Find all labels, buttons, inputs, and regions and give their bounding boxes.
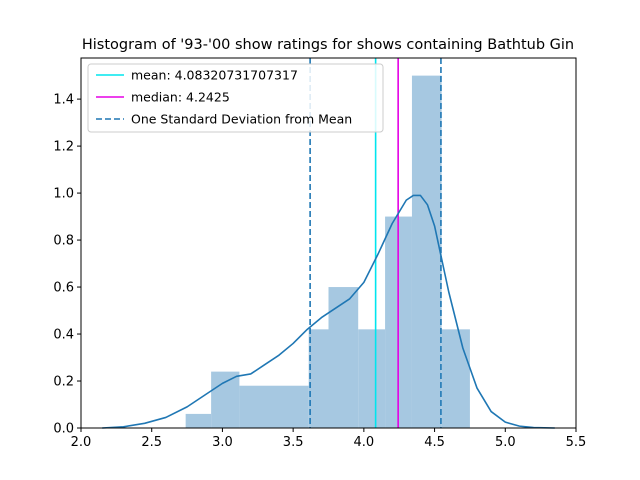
histogram-bar-5 [358, 329, 386, 428]
x-tick-label: 2.0 [71, 435, 92, 450]
histogram-bar-4 [328, 287, 359, 428]
legend-label: median: 4.2425 [131, 90, 230, 105]
y-tick-label: 1.4 [53, 93, 74, 108]
y-tick-label: 0.6 [53, 281, 74, 296]
kde-curve [102, 194, 555, 429]
plot-frame [80, 57, 577, 429]
legend: mean: 4.08320731707317 median: 4.2425 One … [87, 63, 384, 133]
x-tick-label: 3.0 [212, 435, 233, 450]
y-tick-label: 0.4 [53, 328, 74, 343]
y-tick-label: 0.2 [53, 375, 74, 390]
histogram-bar-7 [411, 75, 442, 428]
x-tick-label: 2.5 [141, 435, 162, 450]
y-tick-label: 0.0 [53, 422, 74, 437]
legend-label: One Standard Deviation from Mean [131, 112, 352, 127]
chart-title: Histogram of '93-'00 show ratings for sh… [82, 37, 574, 53]
histogram-bar-0 [185, 413, 212, 428]
x-tick-label: 5.0 [495, 435, 516, 450]
histogram-bar-8 [441, 329, 470, 428]
x-tick-label: 3.5 [283, 435, 304, 450]
y-tick-label: 1.2 [53, 140, 74, 155]
y-tick-label: 1.0 [53, 187, 74, 202]
y-tick-label: 0.8 [53, 234, 74, 249]
x-tick-label: 4.0 [354, 435, 375, 450]
y-axis-ticks: 0.0 0.2 0.4 0.6 0.8 1.0 1.2 1.4 [53, 93, 81, 437]
x-tick-label: 5.5 [566, 435, 587, 450]
x-axis-ticks: 2.0 2.5 3.0 3.5 4.0 4.5 5.0 5.5 [71, 428, 587, 450]
histogram-bar-2 [239, 385, 309, 428]
histogram-bar-3 [308, 329, 329, 428]
kde-curve-layer [102, 194, 555, 429]
legend-label: mean: 4.08320731707317 [131, 68, 298, 83]
x-tick-label: 4.5 [424, 435, 445, 450]
histogram-bar-1 [211, 371, 240, 428]
legend-box [87, 63, 384, 133]
